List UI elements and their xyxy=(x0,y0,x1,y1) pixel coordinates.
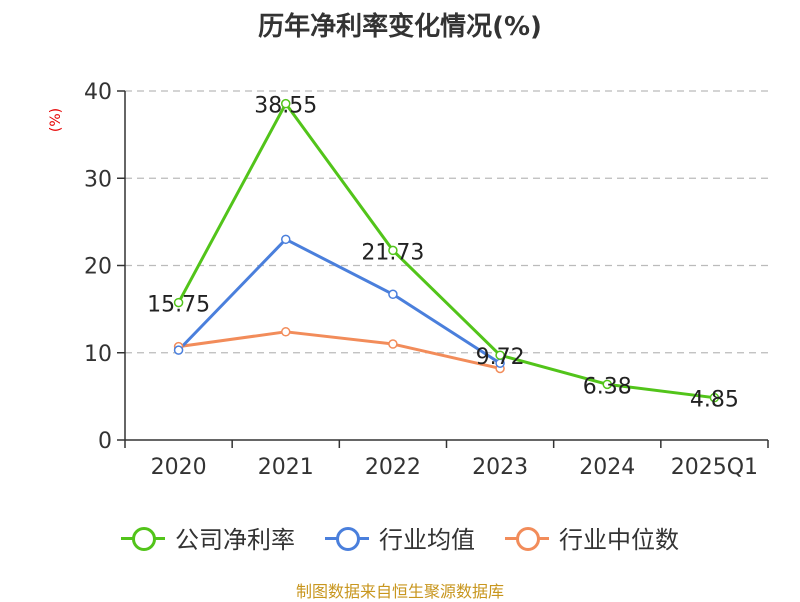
data-point xyxy=(709,392,720,403)
data-label: 9.72 xyxy=(476,345,525,370)
data-label: 6.38 xyxy=(583,374,632,399)
data-point xyxy=(173,345,184,355)
x-tick-label: 2020 xyxy=(151,455,207,480)
data-label: 21.73 xyxy=(361,240,424,265)
source-note: 制图数据来自恒生聚源数据库 xyxy=(295,582,504,601)
legend-marker xyxy=(516,526,540,551)
series-lines xyxy=(177,102,715,400)
axes: 0 10 20 30 40 2020 2021 2022 2023 2024 2025Q1 xyxy=(84,80,769,480)
data-point xyxy=(388,339,398,349)
y-tick-label: 20 xyxy=(84,255,112,280)
x-tick-label: 2022 xyxy=(365,455,421,480)
x-tick-label: 2021 xyxy=(258,455,314,480)
data-point xyxy=(281,327,291,337)
data-label: 4.85 xyxy=(690,388,739,413)
data-label: 15.75 xyxy=(147,293,210,318)
legend-label: 行业中位数 xyxy=(559,526,679,554)
y-tick-label: 0 xyxy=(98,429,112,454)
chart-title: 历年净利率变化情况(%) xyxy=(258,12,542,42)
series-line xyxy=(177,237,501,365)
y-tick-label: 40 xyxy=(84,80,112,105)
legend-label: 行业均值 xyxy=(379,526,475,554)
x-tick-label: 2023 xyxy=(472,455,528,480)
data-labels: 15.75 38.55 21.73 9.72 6.38 4.85 xyxy=(147,94,739,413)
series-line xyxy=(178,330,501,370)
data-label: 38.55 xyxy=(254,94,317,119)
data-point xyxy=(388,245,398,256)
x-tick-label: 2024 xyxy=(579,455,635,480)
legend: 公司净利率 行业均值 行业中位数 xyxy=(0,520,800,555)
legend-label: 公司净利率 xyxy=(175,526,295,554)
legend-item[interactable]: 行业均值 xyxy=(325,520,475,555)
data-point xyxy=(495,350,505,360)
series-line xyxy=(177,102,715,400)
data-point xyxy=(602,379,612,390)
legend-symbol xyxy=(121,526,165,551)
series-points xyxy=(173,98,720,403)
legend-item[interactable]: 公司净利率 xyxy=(121,520,295,555)
x-tick-label: 2025Q1 xyxy=(671,455,758,480)
y-tick-label: 10 xyxy=(84,342,112,367)
data-point xyxy=(173,297,184,308)
legend-item[interactable]: 行业中位数 xyxy=(505,520,679,555)
data-point xyxy=(388,289,398,300)
legend-symbol xyxy=(325,526,369,551)
legend-marker xyxy=(336,526,360,551)
legend-symbol xyxy=(505,526,549,551)
y-tick-label: 30 xyxy=(84,167,112,192)
data-point xyxy=(281,98,291,109)
legend-marker xyxy=(132,526,156,551)
data-point xyxy=(281,234,291,245)
